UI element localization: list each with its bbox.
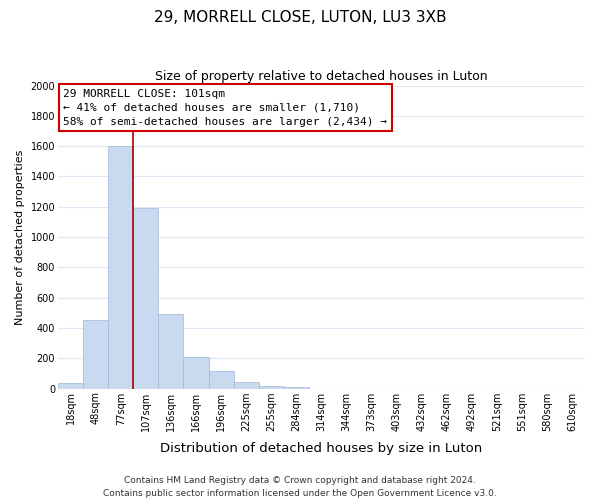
Title: Size of property relative to detached houses in Luton: Size of property relative to detached ho… (155, 70, 488, 83)
Bar (133, 208, 158, 388)
Text: 29 MORRELL CLOSE: 101sqm
← 41% of detached houses are smaller (1,710)
58% of sem: 29 MORRELL CLOSE: 101sqm ← 41% of detach… (63, 88, 387, 126)
Bar (233, 382, 259, 388)
Text: Contains HM Land Registry data © Crown copyright and database right 2024.
Contai: Contains HM Land Registry data © Crown c… (103, 476, 497, 498)
Bar (58, 384, 83, 388)
Bar (259, 386, 284, 388)
X-axis label: Distribution of detached houses by size in Luton: Distribution of detached houses by size … (160, 442, 482, 455)
Bar (158, 314, 184, 388)
Text: 29, MORRELL CLOSE, LUTON, LU3 3XB: 29, MORRELL CLOSE, LUTON, LU3 3XB (154, 10, 446, 25)
Bar (83, 320, 108, 388)
Bar (184, 357, 209, 388)
Y-axis label: Number of detached properties: Number of detached properties (15, 150, 25, 325)
Bar (108, 146, 133, 388)
Bar (209, 371, 233, 388)
